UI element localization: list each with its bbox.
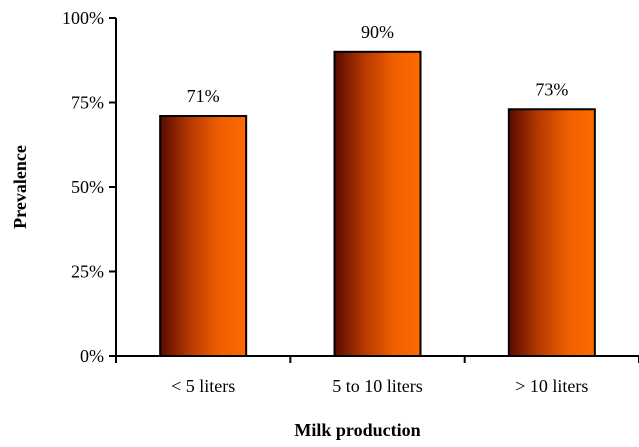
x-tick-label: > 10 liters xyxy=(515,376,588,396)
bar xyxy=(507,108,596,358)
x-axis-ticks: < 5 liters 5 to 10 liters > 10 liters xyxy=(115,356,639,396)
y-axis-ticks: 0% 25% 50% 75% 100% xyxy=(62,8,116,366)
bar-data-label: 90% xyxy=(361,22,394,42)
y-tick-label: 0% xyxy=(80,346,104,366)
bar xyxy=(159,115,248,357)
x-axis-title: Milk production xyxy=(294,420,420,440)
y-axis-title: Prevalence xyxy=(10,145,30,229)
x-tick-label: 5 to 10 liters xyxy=(332,376,423,396)
x-tick-label: < 5 liters xyxy=(171,376,235,396)
bar-data-label: 73% xyxy=(535,79,568,99)
bar-data-label: 71% xyxy=(187,86,220,106)
y-tick-label: 25% xyxy=(71,262,104,282)
bar xyxy=(333,50,422,358)
bars-layer: 71% 90% 73% xyxy=(159,22,596,358)
y-tick-label: 100% xyxy=(62,8,104,28)
y-tick-label: 50% xyxy=(71,177,104,197)
y-tick-label: 75% xyxy=(71,93,104,113)
